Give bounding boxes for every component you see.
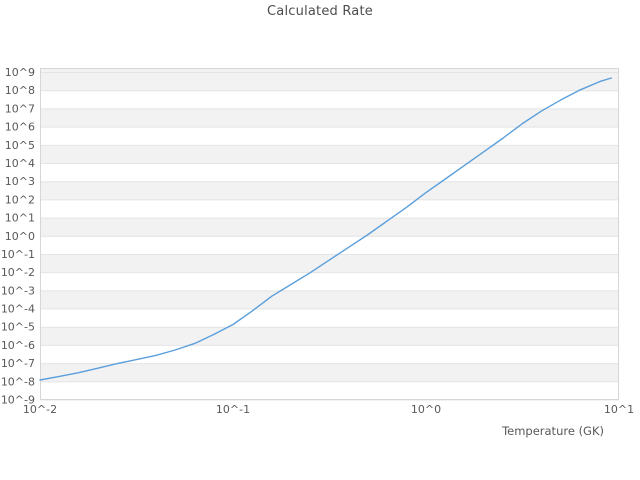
x-tick-label: 10^0 bbox=[411, 403, 441, 416]
x-axis-label: Temperature (GK) bbox=[502, 424, 604, 438]
y-tick-label: 10^-6 bbox=[1, 339, 35, 352]
y-tick-label: 10^-4 bbox=[1, 303, 35, 316]
series-line-calculated-rate bbox=[39, 77, 612, 381]
x-tick-label: 10^1 bbox=[604, 403, 634, 416]
y-tick-label: 10^5 bbox=[5, 139, 35, 152]
decade-band bbox=[40, 68, 619, 91]
y-tick-label: 10^9 bbox=[5, 66, 35, 79]
y-tick-label: 10^-5 bbox=[1, 321, 35, 334]
y-tick-label: 10^-3 bbox=[1, 284, 35, 297]
decade-band bbox=[40, 145, 619, 164]
x-tick-label: 10^-1 bbox=[216, 403, 250, 416]
x-tick-label: 10^-2 bbox=[23, 403, 57, 416]
chart-title: Calculated Rate bbox=[267, 4, 373, 19]
y-tick-label: 10^-1 bbox=[1, 248, 35, 261]
decade-band bbox=[40, 254, 619, 273]
y-tick-label: 10^-2 bbox=[1, 266, 35, 279]
y-tick-label: 10^8 bbox=[5, 84, 35, 97]
decade-band bbox=[40, 218, 619, 237]
y-tick-label: 10^-7 bbox=[1, 357, 35, 370]
y-tick-label: 10^2 bbox=[5, 193, 35, 206]
plot-border bbox=[40, 68, 619, 400]
decade-band bbox=[40, 363, 619, 382]
y-tick-label: 10^7 bbox=[5, 102, 35, 115]
y-tick-label: 10^6 bbox=[5, 121, 35, 134]
decade-band bbox=[40, 290, 619, 310]
y-tick-label: 10^3 bbox=[5, 175, 35, 188]
y-tick-label: 10^-9 bbox=[1, 394, 35, 407]
decade-band bbox=[40, 181, 619, 200]
y-tick-label: 10^-8 bbox=[1, 375, 35, 388]
y-tick-label: 10^4 bbox=[5, 157, 35, 170]
decade-band bbox=[40, 327, 619, 346]
y-tick-label: 10^0 bbox=[5, 230, 35, 243]
y-tick-label: 10^1 bbox=[5, 212, 35, 225]
decade-band bbox=[40, 108, 619, 128]
